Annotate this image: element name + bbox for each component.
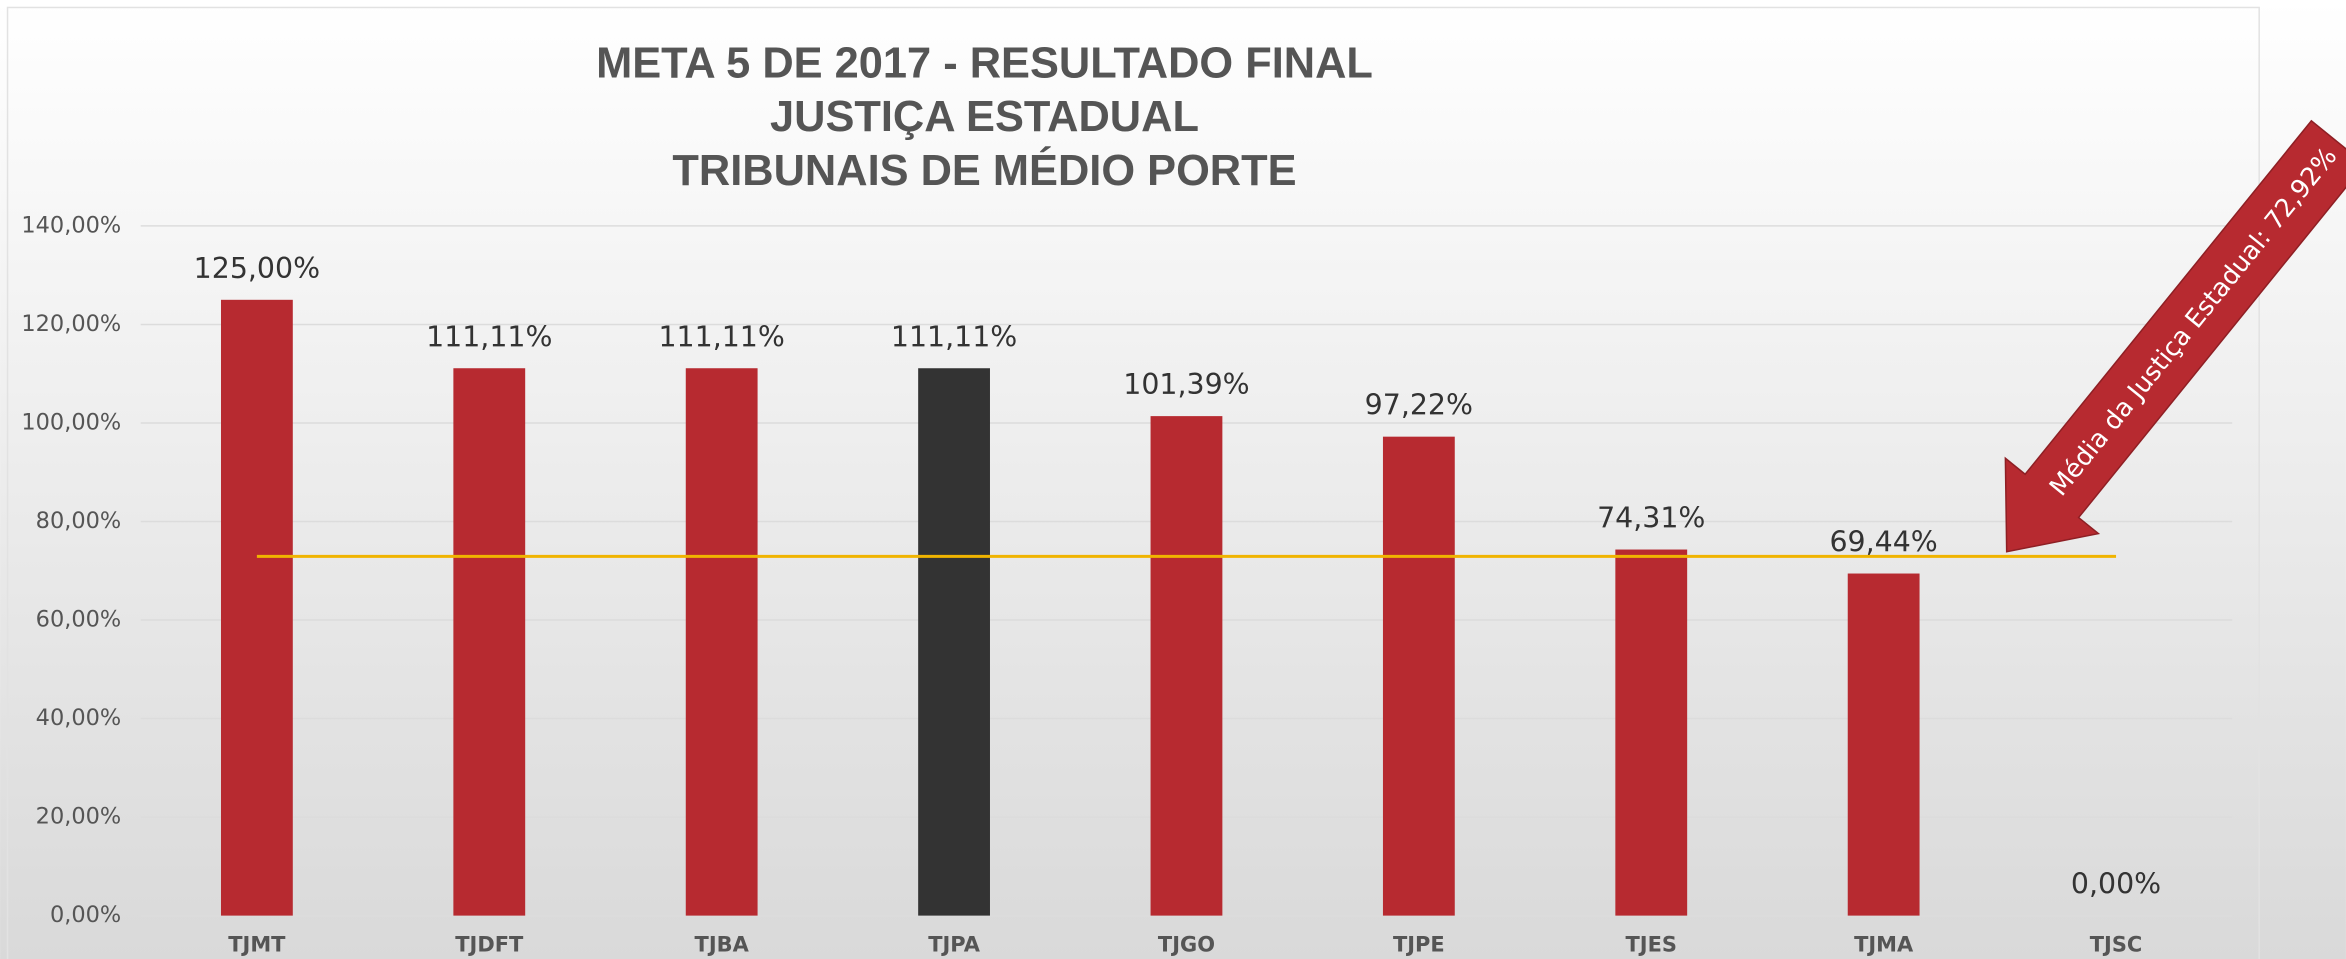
bar (1150, 416, 1223, 916)
data-label: 101,39% (1123, 368, 1249, 401)
bar (685, 368, 758, 916)
x-tick-label: TJDFT (455, 933, 524, 957)
x-tick-label: TJMT (228, 933, 286, 957)
y-tick-label: 20,00% (36, 804, 122, 830)
y-tick-label: 0,00% (50, 902, 121, 928)
chart-title: JUSTIÇA ESTADUAL (770, 93, 1199, 141)
bar (220, 299, 293, 916)
x-tick-label: TJMA (1854, 933, 1914, 957)
y-tick-label: 100,00% (21, 409, 121, 435)
x-tick-label: TJSC (2090, 933, 2143, 957)
x-tick-label: TJES (1626, 933, 1677, 957)
title-group: META 5 DE 2017 - RESULTADO FINAL JUSTIÇA … (596, 39, 1373, 195)
data-label: 97,22% (1365, 389, 1473, 422)
data-label: 111,11% (426, 320, 552, 353)
y-tick-label: 60,00% (36, 607, 122, 633)
bar (1847, 573, 1920, 916)
data-label: 125,00% (194, 252, 320, 285)
bar (1382, 436, 1455, 916)
data-label: 0,00% (2071, 868, 2161, 901)
panel (6, 6, 2260, 959)
bar (453, 368, 526, 916)
chart-title: TRIBUNAIS DE MÉDIO PORTE (672, 147, 1296, 195)
data-label: 74,31% (1597, 502, 1705, 535)
chart-title: META 5 DE 2017 - RESULTADO FINAL (596, 39, 1373, 87)
y-tick-label: 40,00% (36, 705, 122, 731)
bar (1615, 549, 1688, 916)
x-tick-label: TJGO (1158, 933, 1215, 957)
annotation-arrow (2004, 119, 2346, 553)
data-label: 111,11% (658, 320, 784, 353)
x-tick-label: TJPE (1393, 933, 1445, 957)
y-tick-label: 80,00% (36, 508, 122, 534)
data-label: 69,44% (1829, 526, 1937, 559)
bar (918, 368, 990, 916)
y-tick-label: 120,00% (21, 311, 121, 337)
data-label: 111,11% (891, 320, 1017, 353)
plot: 0,00% 20,00% 40,00% 60,00% 80,00% 100,00% 120,… (21, 119, 2346, 957)
y-tick-label: 140,00% (21, 212, 121, 238)
x-tick-label: TJBA (695, 933, 750, 957)
x-tick-label: TJPA (928, 933, 980, 957)
